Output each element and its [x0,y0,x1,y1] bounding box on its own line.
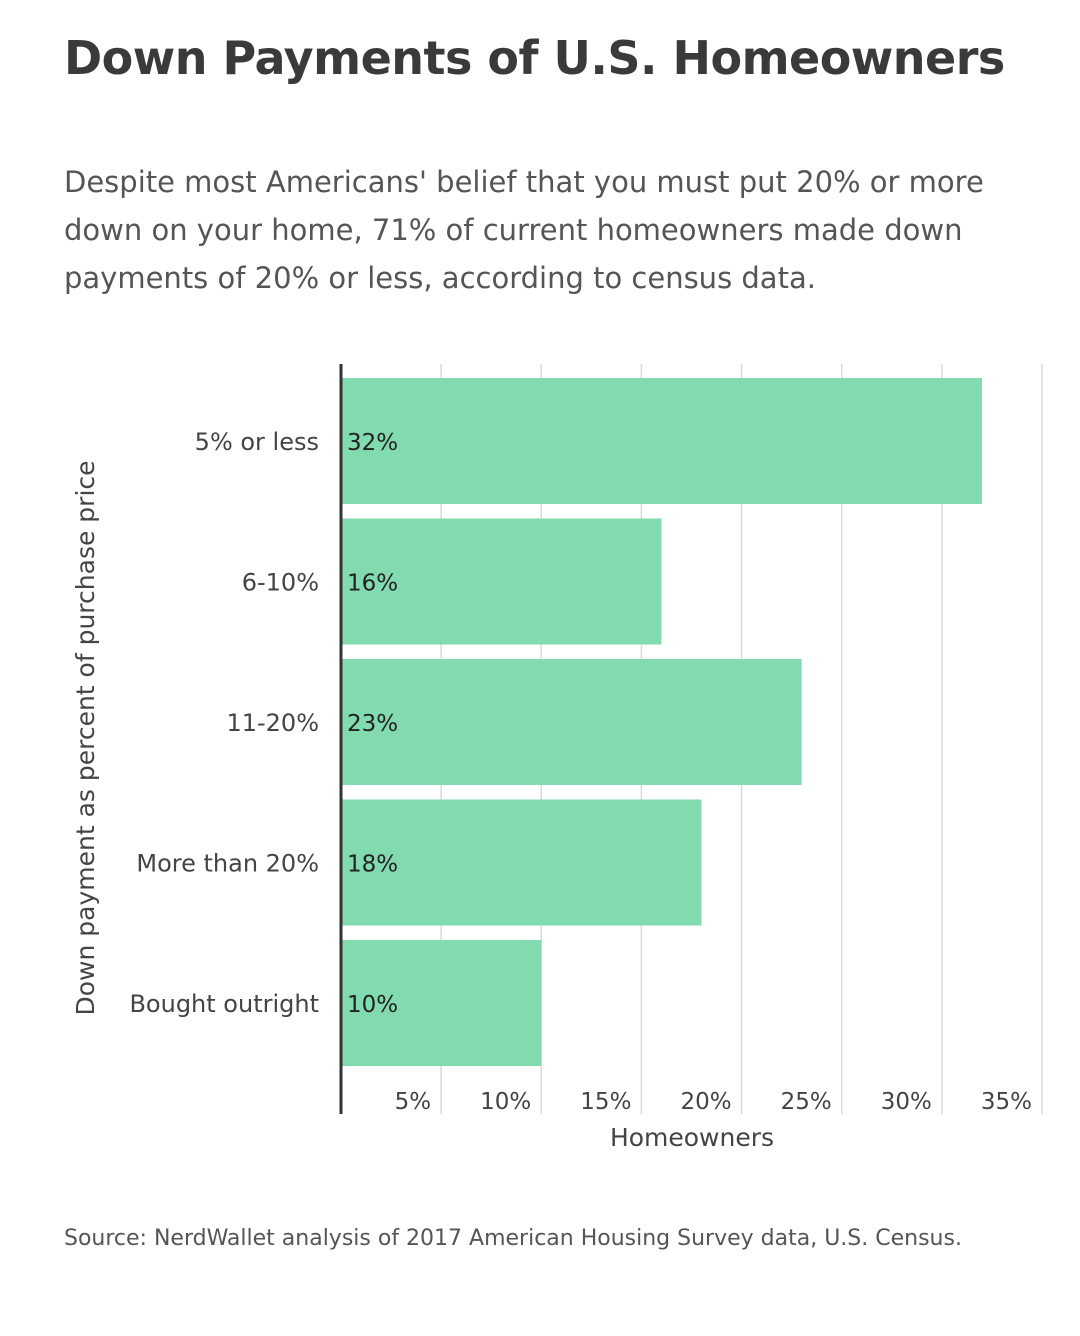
data-label: 16% [347,571,398,597]
category-label: Bought outright [129,990,319,1018]
source-note: Source: NerdWallet analysis of 2017 Amer… [64,1226,962,1251]
data-labels: 32% 16% 23% 18% 10% [347,430,398,1018]
data-label: 10% [347,992,398,1018]
x-axis-title: Homeowners [610,1123,774,1152]
category-label: 6-10% [242,569,319,597]
bar [341,378,982,504]
x-tick-label: 25% [781,1089,832,1115]
category-labels: 5% or less 6-10% 11-20% More than 20% Bought… [129,428,319,1018]
bars [341,378,982,1066]
y-axis-title: Down payment as percent of purchase pric… [71,460,100,1015]
x-tick-label: 15% [580,1089,631,1115]
bar [341,940,542,1066]
chart-title: Down Payments of U.S. Homeowners [64,31,1005,85]
chart-subtitle: Despite most Americans' belief that you … [64,165,984,295]
x-tick-labels: 5% 10% 15% 20% 25% 30% 35% [395,1089,1032,1115]
x-tick-label: 5% [395,1089,432,1115]
bar [341,659,802,785]
bar-chart-svg: 32% 16% 23% 18% 10% 5% or less 6-10% 11-20% Mor… [71,364,1043,1152]
x-tick-label: 20% [680,1089,731,1115]
bar-chart: 32% 16% 23% 18% 10% 5% or less 6-10% 11-20% Mor… [0,340,1080,1180]
bar [341,799,702,926]
data-label: 18% [347,852,398,878]
data-label: 32% [347,430,398,456]
category-label: 11-20% [226,709,319,737]
category-label: More than 20% [136,850,319,878]
category-label: 5% or less [195,428,319,456]
x-tick-label: 30% [881,1089,932,1115]
bar [341,518,662,645]
x-tick-label: 10% [480,1089,531,1115]
x-tick-label: 35% [981,1089,1032,1115]
data-label: 23% [347,711,398,737]
